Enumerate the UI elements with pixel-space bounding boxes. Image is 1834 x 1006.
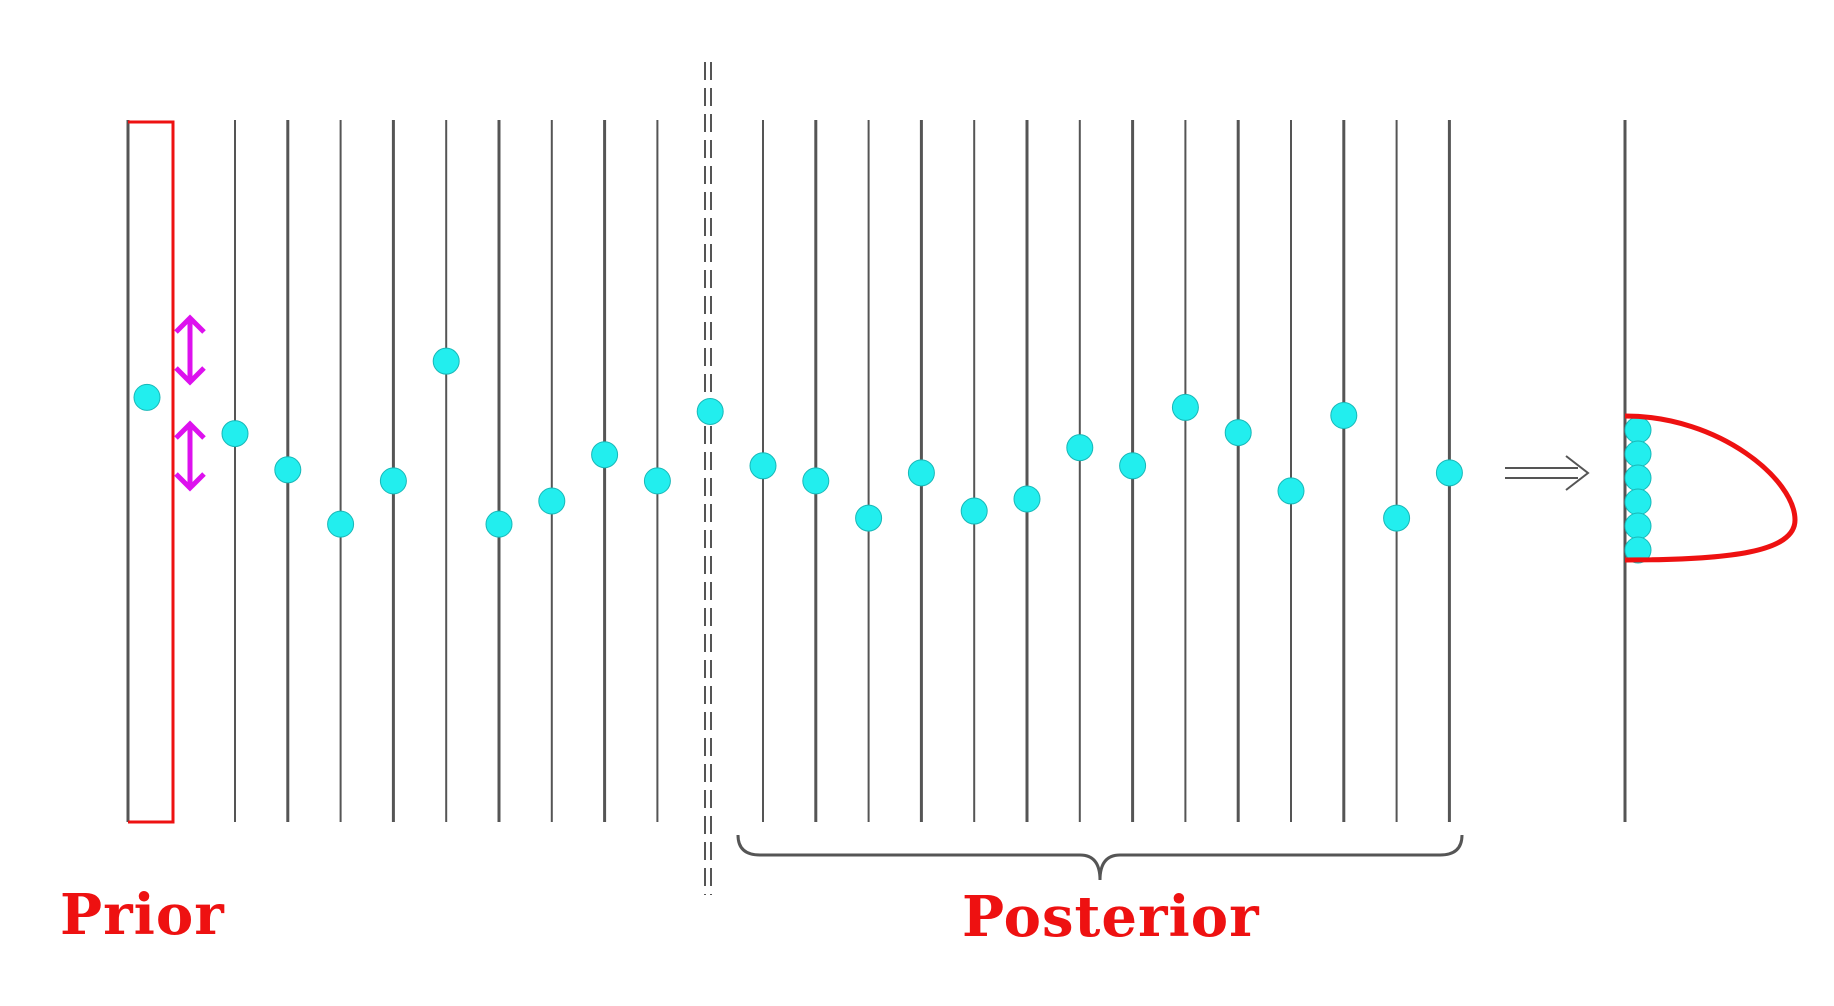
stacked-sample-point	[1624, 488, 1652, 516]
sample-point	[1277, 477, 1305, 505]
sample-point	[221, 420, 249, 448]
stacked-samples	[1624, 416, 1652, 564]
sample-point	[1330, 401, 1358, 429]
sample-point	[855, 504, 883, 532]
stacked-sample-point	[1624, 512, 1652, 540]
sample-point	[274, 456, 302, 484]
sample-point	[960, 497, 988, 525]
stacked-sample-point	[1624, 440, 1652, 468]
sample-point	[907, 459, 935, 487]
sample-point	[1066, 434, 1094, 462]
sample-point	[1171, 393, 1199, 421]
sample-point	[1435, 459, 1463, 487]
stacked-sample-point	[1624, 536, 1652, 564]
sample-point	[696, 397, 724, 425]
sample-point	[379, 467, 407, 495]
prior-sample-point	[133, 383, 161, 411]
proposal-down-arrow	[174, 420, 206, 492]
sample-point	[802, 467, 830, 495]
sample-point	[591, 441, 619, 469]
sample-point	[749, 452, 777, 480]
chain-lines	[234, 120, 1451, 822]
posterior-brace	[736, 834, 1464, 881]
sample-point	[538, 487, 566, 515]
posterior-density-curve	[1624, 413, 1798, 563]
stacked-sample-point	[1624, 416, 1652, 444]
sample-point	[327, 510, 355, 538]
sample-point	[485, 510, 513, 538]
posterior-label: Posterior	[962, 884, 1260, 950]
sample-point	[1224, 419, 1252, 447]
prior-bracket	[128, 120, 175, 824]
sample-point	[1013, 485, 1041, 513]
sample-points	[133, 347, 1463, 538]
prior-label: Prior	[60, 882, 225, 948]
sample-point	[643, 467, 671, 495]
stacked-sample-point	[1624, 464, 1652, 492]
proposal-up-arrow	[174, 314, 206, 386]
sample-point	[1119, 452, 1147, 480]
sample-point	[1383, 504, 1411, 532]
result-arrow	[1505, 455, 1590, 491]
sample-point	[432, 347, 460, 375]
